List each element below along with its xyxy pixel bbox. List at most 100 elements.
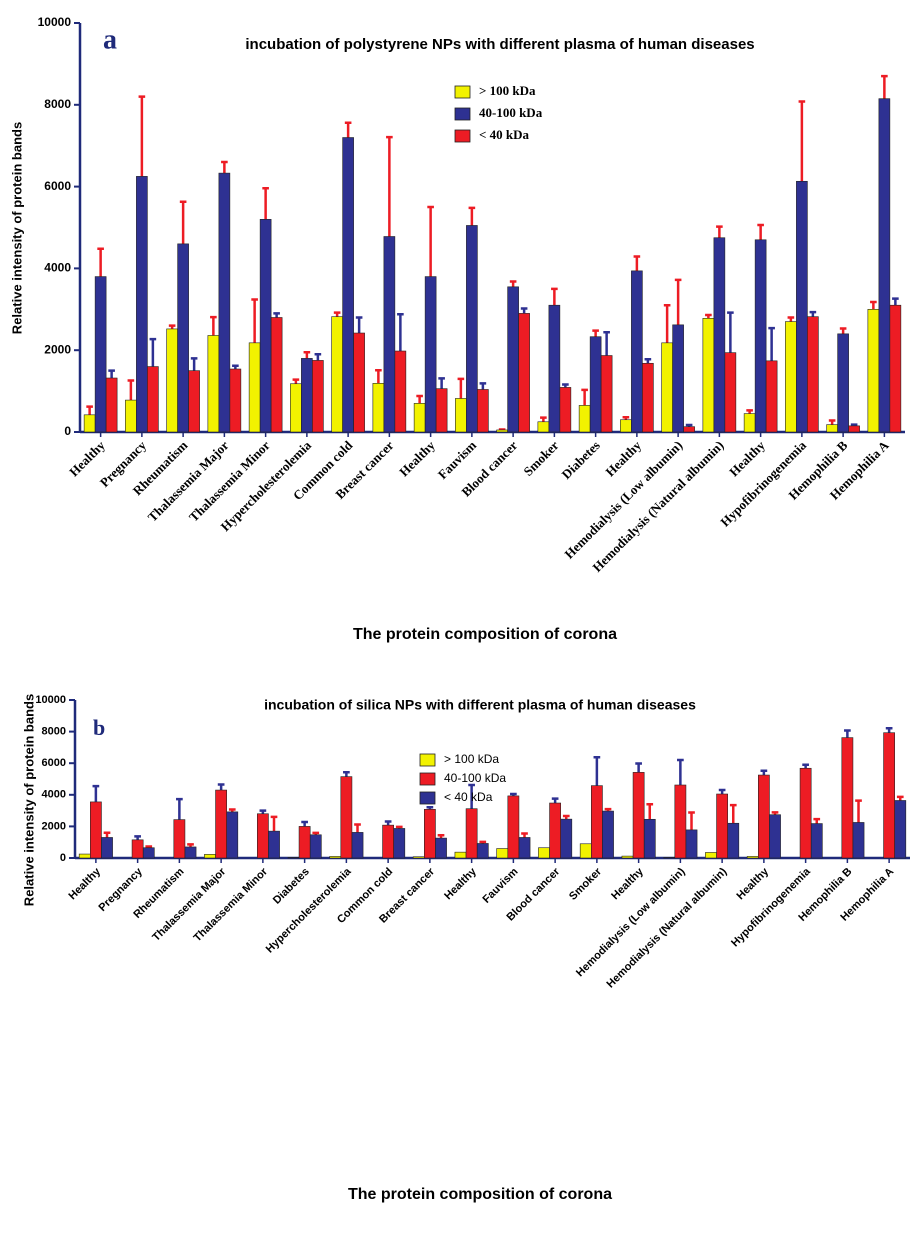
error-bar — [844, 729, 851, 738]
y-tick-label: 4000 — [44, 261, 71, 275]
bar — [413, 403, 426, 433]
bar — [643, 818, 656, 859]
error-bar — [603, 330, 610, 356]
x-tick-label: Fauvism — [481, 866, 521, 906]
bar — [382, 824, 394, 859]
bar — [537, 421, 550, 433]
error-bar — [416, 394, 423, 404]
y-tick-label: 6000 — [44, 179, 71, 193]
error-bar — [355, 316, 363, 334]
bar — [727, 822, 740, 859]
bar — [372, 383, 385, 433]
bar — [642, 362, 654, 433]
bar — [549, 802, 561, 859]
bar — [518, 837, 531, 859]
error-bar — [187, 843, 194, 847]
bar — [312, 360, 324, 433]
error-bar — [705, 313, 712, 319]
y-tick-label: 10000 — [35, 694, 66, 706]
error-bar — [855, 799, 862, 823]
x-tick-label: Diabetes — [271, 866, 312, 907]
error-bar — [127, 379, 135, 401]
error-bar — [228, 808, 236, 812]
bar — [301, 358, 313, 433]
bar — [131, 839, 144, 859]
bar — [716, 793, 728, 859]
bar — [496, 848, 509, 859]
error-bar — [760, 769, 768, 776]
error-bar — [232, 364, 239, 370]
error-bar — [509, 280, 517, 287]
error-bar — [251, 298, 258, 343]
error-bar — [510, 792, 517, 796]
bar — [496, 429, 508, 433]
error-bar — [592, 329, 599, 337]
bar — [889, 304, 902, 433]
bar — [702, 317, 715, 433]
bar — [769, 814, 781, 859]
x-tick-label: Smoker — [567, 865, 605, 903]
bar — [78, 853, 91, 859]
bar — [173, 819, 186, 859]
y-tick-label: 8000 — [44, 97, 71, 111]
error-bar — [426, 806, 434, 810]
error-bar — [134, 835, 141, 840]
bar — [507, 795, 520, 859]
error-bar — [217, 783, 225, 791]
chart-title: incubation of silica NPs with different … — [264, 697, 696, 713]
error-bar — [768, 326, 775, 361]
bar — [746, 856, 759, 859]
bar — [147, 366, 159, 433]
bar — [591, 785, 603, 859]
bar — [837, 333, 849, 433]
bar — [465, 808, 478, 859]
error-bar — [314, 353, 322, 361]
error-bar — [375, 368, 382, 384]
bar — [188, 370, 200, 433]
bar — [713, 237, 726, 433]
error-bar — [354, 823, 361, 833]
y-tick-label: 8000 — [42, 726, 66, 738]
error-bar — [604, 807, 612, 812]
y-axis-title: Relative intensity of protein bands — [9, 122, 24, 334]
panel-label: b — [93, 715, 105, 740]
bar — [268, 830, 280, 859]
bar — [424, 276, 437, 433]
y-tick-label: 0 — [60, 852, 66, 864]
bar — [342, 137, 354, 433]
bar — [674, 784, 687, 859]
bar — [248, 342, 261, 433]
x-tick-label: Healthy — [66, 865, 103, 902]
error-bar — [190, 357, 198, 371]
bar — [331, 316, 343, 433]
bar — [257, 813, 269, 859]
bar — [878, 98, 891, 433]
error-bar — [520, 307, 528, 314]
x-tick-label: Thalassemia Minor — [192, 865, 271, 944]
legend-label: < 40 kDa — [479, 127, 530, 142]
bar — [559, 387, 572, 433]
bar — [90, 801, 102, 859]
bar — [476, 843, 489, 859]
x-tick-label: Hypofibrinogenemia — [729, 865, 813, 949]
panel-label: a — [103, 24, 117, 55]
error-bar — [593, 755, 601, 786]
bar — [229, 368, 242, 433]
bar — [204, 854, 216, 859]
bar — [602, 810, 614, 859]
error-bar — [551, 797, 559, 804]
error-bar — [562, 814, 570, 820]
error-bar — [479, 382, 487, 390]
bar — [810, 823, 823, 859]
bar — [226, 811, 239, 859]
error-bar — [86, 405, 93, 415]
x-axis-title: The protein composition of corona — [348, 1186, 612, 1203]
bar — [685, 829, 698, 859]
error-bar — [885, 727, 893, 733]
error-bar — [581, 388, 588, 406]
bar — [184, 846, 197, 859]
bar — [455, 398, 467, 433]
legend-label: 40-100 kDa — [444, 771, 506, 785]
error-bar — [468, 783, 475, 809]
